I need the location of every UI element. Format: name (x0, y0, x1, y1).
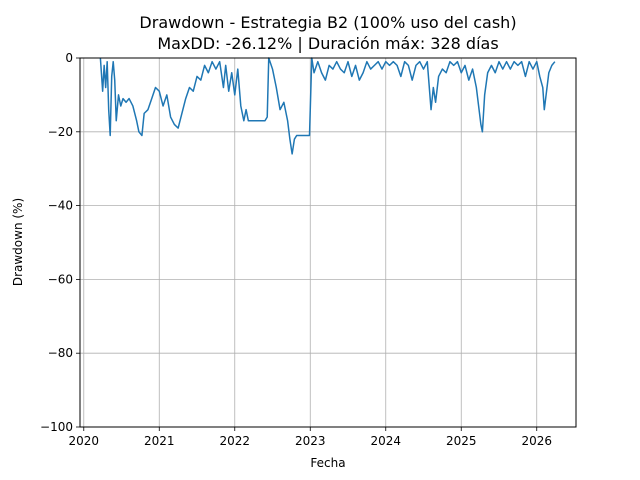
x-tick-label: 2024 (370, 434, 401, 448)
y-tick-label: −100 (40, 420, 73, 434)
chart-title-line-1: Drawdown - Estrategia B2 (100% uso del c… (139, 13, 516, 32)
x-tick-label: 2026 (521, 434, 552, 448)
x-tick-label: 2025 (446, 434, 477, 448)
y-tick-label: −60 (48, 272, 73, 286)
y-tick-label: −80 (48, 346, 73, 360)
axes-frame (79, 57, 577, 428)
y-tick-label: −40 (48, 199, 73, 213)
chart-title-line-2: MaxDD: -26.12% | Duración máx: 328 días (157, 34, 498, 53)
x-tick-label: 2023 (295, 434, 326, 448)
drawdown-series-line (99, 57, 556, 155)
x-tick-label: 2022 (219, 434, 250, 448)
x-tick-label: 2020 (69, 434, 100, 448)
y-tick-label: 0 (65, 51, 73, 65)
y-axis: 0 −20 −40 −60 −80 −100 (40, 51, 80, 434)
x-tick-label: 2021 (144, 434, 175, 448)
y-tick-label: −20 (48, 125, 73, 139)
x-axis-label: Fecha (310, 456, 345, 470)
plot-area (99, 57, 556, 155)
y-axis-label: Drawdown (%) (11, 198, 25, 286)
x-axis: 2020 2021 2022 2023 2024 2025 2026 (69, 427, 552, 448)
